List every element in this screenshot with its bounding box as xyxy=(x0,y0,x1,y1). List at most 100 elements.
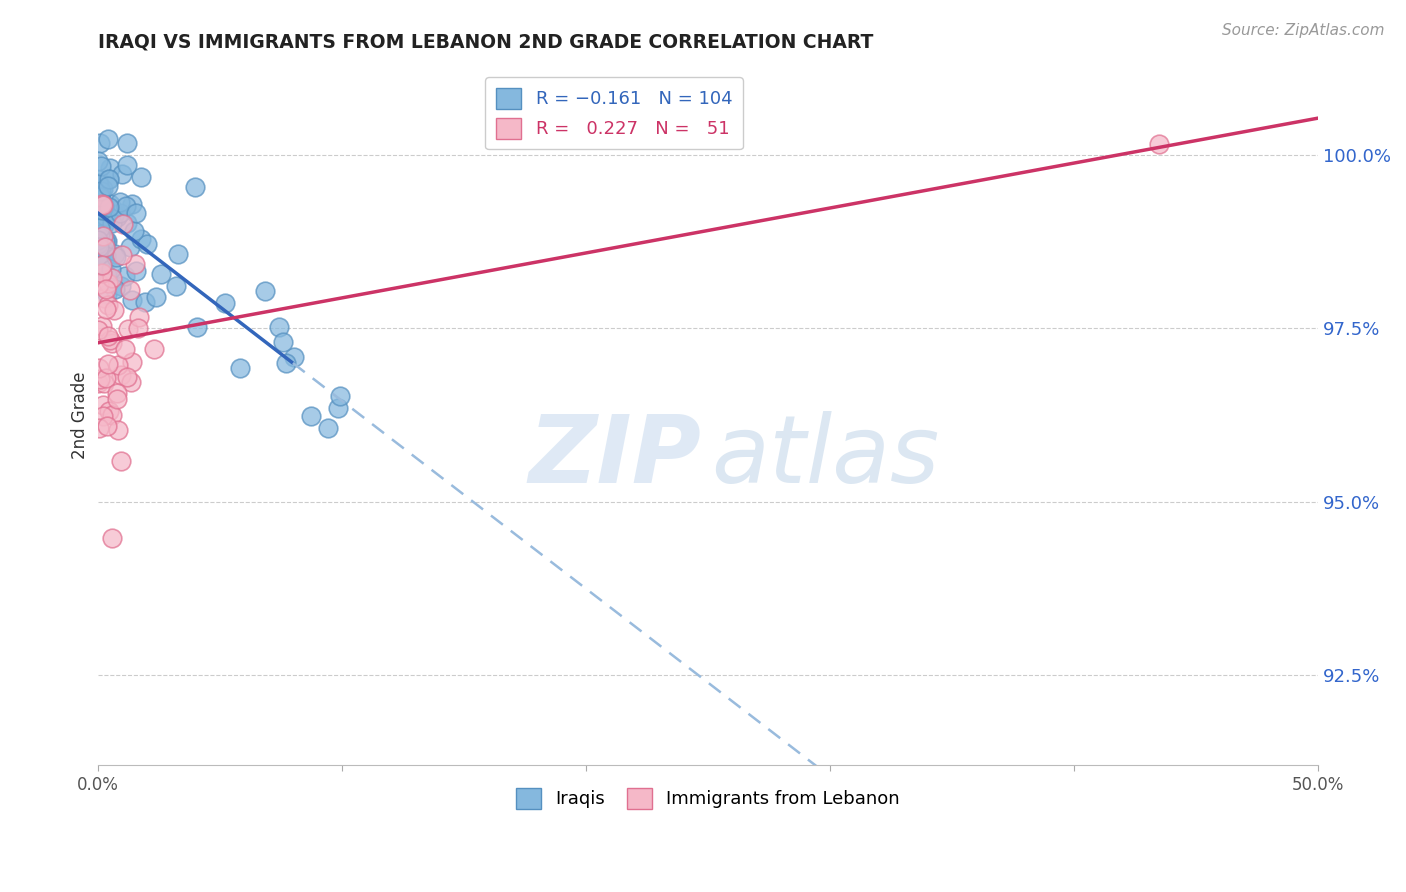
Text: Source: ZipAtlas.com: Source: ZipAtlas.com xyxy=(1222,23,1385,38)
Point xyxy=(89,227,111,242)
Point xyxy=(90,266,112,280)
Point xyxy=(115,136,138,150)
Point xyxy=(165,279,187,293)
Point xyxy=(89,223,111,237)
Point xyxy=(124,257,146,271)
Point xyxy=(91,409,114,423)
Point xyxy=(96,268,118,282)
Point xyxy=(94,209,117,223)
Point xyxy=(93,376,115,390)
Point xyxy=(89,372,111,386)
Point xyxy=(269,319,291,334)
Point xyxy=(121,354,143,368)
Point xyxy=(145,290,167,304)
Point xyxy=(110,278,132,293)
Point xyxy=(96,203,118,218)
Point xyxy=(96,370,118,384)
Point xyxy=(114,343,136,357)
Point xyxy=(96,419,118,434)
Point xyxy=(103,208,125,222)
Point xyxy=(329,389,352,403)
Point xyxy=(120,375,142,389)
Point xyxy=(101,203,124,218)
Point xyxy=(89,136,111,151)
Point xyxy=(94,240,117,254)
Point xyxy=(117,322,139,336)
Point xyxy=(87,172,110,186)
Point xyxy=(105,210,128,224)
Text: ZIP: ZIP xyxy=(529,411,702,503)
Point xyxy=(89,209,111,223)
Point xyxy=(90,197,112,211)
Point xyxy=(105,250,128,264)
Point xyxy=(128,310,150,325)
Point xyxy=(112,217,135,231)
Point xyxy=(93,205,115,219)
Point xyxy=(87,233,110,247)
Point xyxy=(91,182,114,196)
Point xyxy=(127,321,149,335)
Point xyxy=(89,220,111,235)
Point xyxy=(94,282,117,296)
Text: IRAQI VS IMMIGRANTS FROM LEBANON 2ND GRADE CORRELATION CHART: IRAQI VS IMMIGRANTS FROM LEBANON 2ND GRA… xyxy=(97,33,873,52)
Point xyxy=(94,202,117,217)
Point xyxy=(93,246,115,260)
Point xyxy=(108,206,131,220)
Point xyxy=(125,264,148,278)
Point xyxy=(121,197,143,211)
Point xyxy=(142,342,165,356)
Point xyxy=(87,277,110,292)
Point xyxy=(100,262,122,277)
Point xyxy=(90,159,112,173)
Point xyxy=(98,404,121,418)
Point xyxy=(90,202,112,217)
Legend: Iraqis, Immigrants from Lebanon: Iraqis, Immigrants from Lebanon xyxy=(509,780,907,816)
Point xyxy=(283,350,305,364)
Text: atlas: atlas xyxy=(711,411,939,502)
Point xyxy=(107,358,129,372)
Point xyxy=(87,176,110,190)
Point xyxy=(125,206,148,220)
Point xyxy=(98,200,121,214)
Point xyxy=(93,291,115,305)
Point xyxy=(115,199,138,213)
Point xyxy=(89,186,111,201)
Point xyxy=(118,283,141,297)
Point xyxy=(96,234,118,248)
Point xyxy=(129,169,152,184)
Point xyxy=(117,370,139,384)
Point xyxy=(96,277,118,291)
Point xyxy=(89,360,111,375)
Point xyxy=(89,239,111,253)
Point xyxy=(101,531,124,545)
Point xyxy=(97,329,120,343)
Point xyxy=(97,172,120,186)
Point xyxy=(97,178,120,193)
Point xyxy=(111,248,134,262)
Point xyxy=(90,198,112,212)
Point xyxy=(90,258,112,272)
Point xyxy=(89,221,111,235)
Point xyxy=(186,319,208,334)
Point xyxy=(87,252,110,266)
Point xyxy=(93,218,115,232)
Point xyxy=(316,421,339,435)
Point xyxy=(111,167,134,181)
Point xyxy=(166,246,188,260)
Point xyxy=(87,420,110,434)
Point xyxy=(101,271,124,285)
Point xyxy=(91,219,114,233)
Point xyxy=(274,356,297,370)
Point xyxy=(100,161,122,175)
Point xyxy=(91,257,114,271)
Point xyxy=(90,257,112,271)
Point xyxy=(91,202,114,216)
Point xyxy=(120,240,142,254)
Point xyxy=(90,211,112,225)
Point xyxy=(100,333,122,347)
Point xyxy=(150,267,173,281)
Point xyxy=(91,319,114,334)
Point xyxy=(90,222,112,236)
Point xyxy=(114,268,136,283)
Point xyxy=(214,296,236,310)
